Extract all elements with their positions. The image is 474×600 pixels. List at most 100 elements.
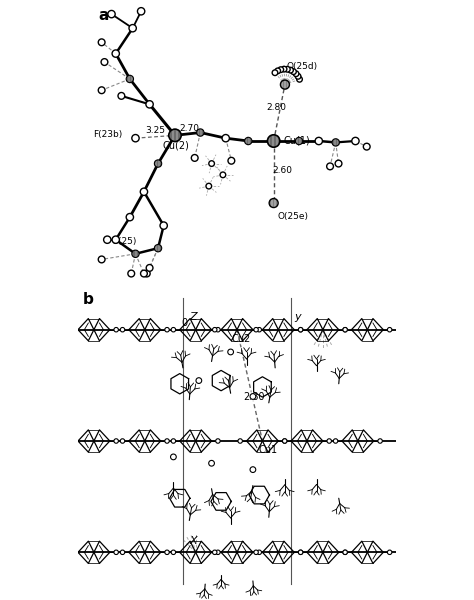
Circle shape [114,328,118,332]
Circle shape [126,214,134,221]
Circle shape [216,328,220,332]
Circle shape [298,328,303,332]
Text: Cu1: Cu1 [259,445,278,455]
Circle shape [284,67,290,72]
Circle shape [343,328,347,332]
Circle shape [98,256,105,263]
Text: Cu(1): Cu(1) [283,136,310,146]
Circle shape [98,39,105,46]
Circle shape [269,199,278,208]
Circle shape [283,439,287,443]
Circle shape [101,59,108,65]
Circle shape [298,550,303,554]
Text: O(25d): O(25d) [286,62,318,71]
Circle shape [228,349,234,355]
Circle shape [298,550,303,554]
Circle shape [209,460,214,466]
Text: a: a [99,8,109,23]
Circle shape [254,550,258,554]
Circle shape [112,50,119,57]
Circle shape [343,550,347,554]
Circle shape [295,137,303,145]
Circle shape [141,270,147,277]
Circle shape [196,378,202,383]
Circle shape [171,454,176,460]
Circle shape [283,439,287,443]
Circle shape [132,134,139,142]
Circle shape [191,155,198,161]
Circle shape [327,439,331,443]
Circle shape [288,67,293,73]
Circle shape [278,67,283,73]
Circle shape [104,236,111,244]
Text: F(23b): F(23b) [93,130,123,139]
Circle shape [216,439,220,443]
Circle shape [112,236,119,244]
Circle shape [298,328,303,332]
Circle shape [137,8,145,15]
Circle shape [132,250,139,257]
Circle shape [257,328,262,332]
Circle shape [143,270,150,277]
Circle shape [275,68,281,74]
Circle shape [387,328,392,332]
Circle shape [295,74,301,79]
Circle shape [120,439,125,443]
Circle shape [293,71,299,77]
Circle shape [128,270,135,277]
Circle shape [114,550,118,554]
Circle shape [140,188,147,196]
Circle shape [171,439,176,443]
Circle shape [352,137,359,145]
Circle shape [206,184,211,189]
Text: Cu(2): Cu(2) [163,140,190,150]
Circle shape [281,66,287,72]
Circle shape [171,550,176,554]
Circle shape [197,129,204,136]
Circle shape [267,135,280,147]
Text: Z: Z [189,311,197,322]
Circle shape [222,134,229,142]
Text: 2.70: 2.70 [179,124,199,133]
Circle shape [155,244,162,252]
Circle shape [171,328,176,332]
Text: 2.80: 2.80 [244,392,265,401]
Circle shape [165,328,169,332]
Circle shape [120,328,125,332]
Circle shape [69,439,74,443]
Circle shape [114,439,118,443]
Circle shape [169,129,181,142]
Circle shape [364,143,370,150]
Circle shape [98,87,105,94]
Circle shape [254,328,258,332]
Circle shape [257,550,262,554]
Circle shape [155,160,162,167]
Text: 3.25: 3.25 [146,126,165,135]
Text: 0: 0 [182,318,188,328]
Text: X: X [189,536,197,547]
Circle shape [343,328,347,332]
Circle shape [297,76,302,82]
Circle shape [165,439,169,443]
Circle shape [165,550,169,554]
Circle shape [327,163,333,170]
Circle shape [212,328,217,332]
Text: O(25e): O(25e) [278,212,309,221]
Circle shape [378,439,383,443]
Circle shape [250,467,256,472]
Circle shape [332,139,339,146]
Text: Cu2: Cu2 [231,334,250,344]
Circle shape [250,394,256,400]
Circle shape [245,137,252,145]
Circle shape [291,69,296,74]
Circle shape [118,92,125,99]
Circle shape [146,101,153,108]
Circle shape [238,439,242,443]
Text: b: b [83,292,94,307]
Circle shape [343,550,347,554]
Text: 2.60: 2.60 [272,166,292,175]
Circle shape [216,550,220,554]
Circle shape [146,265,153,271]
Circle shape [387,550,392,554]
Circle shape [281,80,290,89]
